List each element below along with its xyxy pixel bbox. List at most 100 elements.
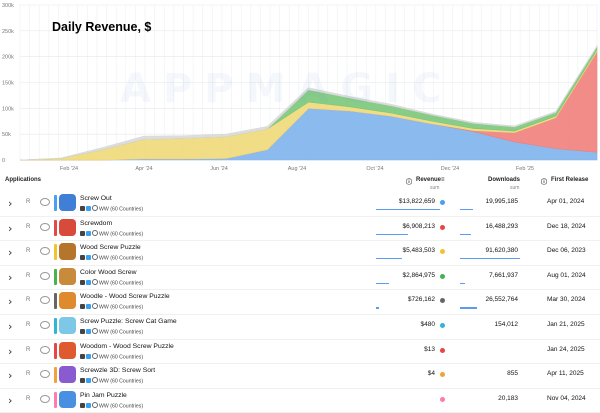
eye-icon[interactable] (40, 345, 50, 354)
revenue-bar (376, 209, 440, 211)
revenue-value: $5,483,503 (402, 247, 435, 255)
app-icon[interactable] (59, 292, 76, 310)
chevron-right-icon[interactable]: › (8, 221, 13, 235)
y-tick-label: 100k (2, 106, 14, 112)
app-name[interactable]: Woodom - Wood Screw Puzzle (80, 342, 174, 350)
app-region: WW (60 Countries) (80, 327, 143, 335)
app-name[interactable]: Screw Out (80, 195, 112, 202)
series-color-bar (54, 317, 57, 334)
series-color-bar (54, 367, 57, 384)
app-icon[interactable] (59, 341, 76, 359)
google-play-icon (86, 206, 91, 211)
app-store-icon (80, 255, 85, 261)
app-icon[interactable] (59, 366, 76, 384)
chevron-right-icon[interactable]: › (8, 393, 13, 407)
chevron-right-icon[interactable]: › (8, 197, 13, 210)
r-badge[interactable]: R (26, 321, 31, 328)
r-badge[interactable]: R (26, 395, 31, 402)
r-badge[interactable]: R (26, 371, 31, 378)
table-row[interactable]: › R Pin Jam Puzzle WW (60 Countries) 20,183 N… (0, 389, 600, 413)
revenue-bar (376, 258, 402, 260)
app-name[interactable]: Woodle - Wood Screw Puzzle (80, 293, 170, 301)
col-downloads[interactable]: Downloads (488, 177, 521, 183)
chevron-right-icon[interactable]: › (8, 246, 13, 260)
r-badge[interactable]: R (26, 297, 31, 304)
table-row[interactable]: › R Screw Out WW (60 Countries) $13,822,659 1… (0, 192, 600, 217)
revenue-value: $2,864,975 (402, 271, 435, 279)
r-badge[interactable]: R (26, 272, 31, 279)
app-name[interactable]: Screwdom (80, 219, 113, 227)
table-row[interactable]: › R Woodle - Wood Screw Puzzle WW (60 Count… (0, 290, 600, 315)
app-name[interactable]: Color Wood Screw (80, 268, 137, 276)
y-tick-label: 0 (2, 158, 5, 164)
table-row[interactable]: › R Wood Screw Puzzle WW (60 Countries) $5,4… (0, 241, 600, 266)
revenue-chart-svg: 300k 250k 200k 150k 100k 50k 0 Feb '24 Apr '24 Ju… (2, 3, 598, 172)
col-first-release[interactable]: First Release (551, 177, 589, 183)
r-badge[interactable]: R (26, 248, 31, 255)
chevron-right-icon[interactable]: › (8, 369, 13, 383)
first-release-date: Dec 18, 2024 (547, 222, 586, 230)
series-dot (440, 273, 445, 279)
series-color-bar (54, 268, 57, 285)
eye-icon[interactable] (40, 320, 50, 329)
x-tick-label: Oct '24 (366, 166, 383, 172)
table-row[interactable]: › R Screwdom WW (60 Countries) $6,908,213 16,… (0, 217, 600, 242)
eye-icon[interactable] (40, 370, 50, 379)
downloads-bar (460, 307, 478, 309)
google-play-icon (86, 378, 91, 384)
google-play-icon (86, 279, 91, 285)
x-tick-label: Aug '24 (288, 166, 306, 172)
info-icon[interactable]: ⓘ (541, 180, 548, 186)
chevron-right-icon[interactable]: › (8, 344, 13, 358)
globe-icon (92, 229, 98, 236)
table-row[interactable]: › R Woodom - Wood Screw Puzzle WW (60 Count… (0, 340, 600, 365)
r-badge[interactable]: R (26, 223, 31, 230)
eye-icon[interactable] (40, 247, 50, 256)
first-release-date: Nov 04, 2024 (547, 394, 586, 402)
app-icon[interactable] (59, 390, 76, 408)
app-name[interactable]: Screw Puzzle: Screw Cat Game (80, 317, 177, 325)
r-badge[interactable]: R (26, 199, 31, 205)
x-tick-label: Feb '24 (60, 166, 78, 172)
eye-icon[interactable] (40, 198, 50, 206)
google-play-icon (86, 353, 91, 359)
downloads-bar (460, 209, 474, 211)
eye-icon[interactable] (40, 222, 50, 231)
app-region: WW (60 Countries) (80, 278, 143, 286)
app-icon[interactable] (59, 243, 76, 261)
app-icon[interactable] (59, 267, 76, 285)
app-region: WW (60 Countries) (80, 229, 143, 237)
table-row[interactable]: › R Color Wood Screw WW (60 Countries) $2,86… (0, 266, 600, 291)
chevron-right-icon[interactable]: › (8, 270, 13, 284)
eye-icon[interactable] (40, 394, 50, 403)
app-name[interactable]: Screwzle 3D: Screw Sort (80, 367, 156, 375)
revenue-bar (376, 282, 390, 284)
globe-icon (92, 303, 98, 310)
eye-icon[interactable] (40, 271, 50, 280)
chevron-right-icon[interactable]: › (8, 319, 13, 333)
app-name[interactable]: Wood Screw Puzzle (80, 244, 141, 252)
revenue-value: $13,822,659 (398, 198, 435, 205)
google-play-icon (86, 255, 91, 261)
app-icon[interactable] (59, 218, 76, 236)
app-name[interactable]: Pin Jam Puzzle (80, 391, 127, 399)
globe-icon (92, 278, 98, 285)
r-badge[interactable]: R (26, 346, 31, 353)
col-revenue[interactable]: Revenue (416, 177, 442, 183)
app-store-icon (80, 279, 85, 285)
first-release-date: Jan 21, 2025 (547, 320, 585, 328)
globe-icon (92, 327, 98, 334)
eye-icon[interactable] (40, 296, 50, 305)
table-row[interactable]: › R Screwzle 3D: Screw Sort WW (60 Countrie… (0, 364, 600, 389)
info-icon[interactable]: ⓘ (406, 180, 413, 186)
google-play-icon (86, 328, 91, 334)
x-tick-label: Jun '24 (210, 166, 228, 172)
app-icon[interactable] (59, 316, 76, 334)
table-row[interactable]: › R Screw Puzzle: Screw Cat Game WW (60 Cou… (0, 315, 600, 340)
sort-icon[interactable]: ≡ (441, 177, 445, 183)
downloads-value: 19,995,185 (485, 198, 518, 205)
app-icon[interactable] (59, 194, 76, 211)
chevron-right-icon[interactable]: › (8, 295, 13, 309)
col-applications[interactable]: Applications (5, 177, 42, 183)
x-tick-label: Apr '24 (135, 166, 152, 172)
